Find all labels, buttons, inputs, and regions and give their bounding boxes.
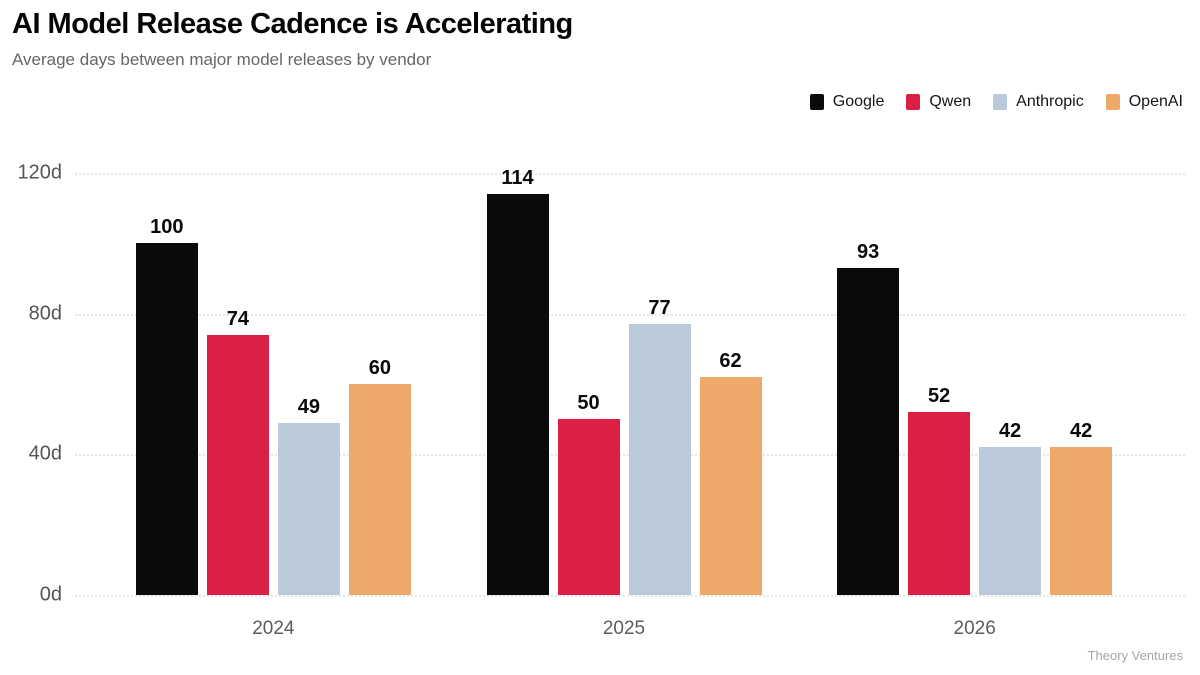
bar-value-label: 49 — [297, 395, 320, 418]
bar-value-label: 60 — [368, 357, 391, 379]
gridline-120d — [75, 173, 1185, 175]
bar-group-2026: 93 52 42 42 — [799, 173, 1150, 595]
y-tick-label: 120d — [17, 161, 63, 184]
bar-value-label: 62 — [719, 349, 742, 372]
bar-openai-2024 — [348, 384, 411, 595]
bar-wrap-openai-2026: 42 — [1050, 420, 1113, 595]
y-axis: 0d 40d 80d 120d — [0, 162, 63, 606]
bar-wrap-qwen-2024: 74 — [206, 307, 269, 595]
bar-qwen-2024 — [206, 334, 269, 595]
bar-value-label: 100 — [150, 216, 184, 239]
bar-wrap-anthropic-2025: 77 — [628, 297, 691, 595]
bar-wrap-qwen-2025: 50 — [557, 392, 620, 595]
chart-subtitle: Average days between major model release… — [12, 50, 432, 69]
y-tick-label: 80d — [28, 302, 62, 325]
bar-google-2025 — [486, 194, 549, 595]
legend: Google Qwen Anthropic OpenAI — [809, 91, 1183, 113]
y-tick-label: 0d — [39, 583, 62, 606]
bar-qwen-2025 — [557, 419, 620, 595]
bar-google-2024 — [135, 243, 198, 595]
legend-label: OpenAI — [1128, 93, 1183, 110]
bar-wrap-openai-2025: 62 — [699, 349, 762, 595]
legend-swatch-google — [809, 94, 824, 110]
bar-wrap-google-2024: 100 — [135, 216, 198, 595]
bar-value-label: 93 — [857, 240, 880, 263]
bar-openai-2026 — [1050, 447, 1113, 595]
legend-item-openai: OpenAI — [1105, 93, 1183, 111]
bar-wrap-anthropic-2024: 49 — [277, 395, 340, 595]
legend-swatch-anthropic — [993, 94, 1008, 110]
legend-label: Anthropic — [1016, 93, 1084, 110]
bar-value-label: 50 — [577, 392, 600, 415]
legend-label: Google — [832, 93, 885, 110]
gridline-0d — [75, 595, 1185, 597]
bar-google-2026 — [837, 267, 900, 595]
bar-wrap-google-2025: 114 — [486, 167, 549, 595]
bar-group-2025: 114 50 77 62 — [449, 168, 800, 595]
y-tick-label: 40d — [28, 442, 62, 465]
bar-groups: 100 74 49 60 114 50 77 62 93 52 42 42 — [98, 168, 1150, 595]
bar-anthropic-2026 — [979, 447, 1042, 595]
legend-swatch-qwen — [906, 94, 921, 110]
source-credit: Theory Ventures — [1087, 648, 1183, 663]
legend-swatch-openai — [1105, 94, 1120, 110]
bar-group-2024: 100 74 49 60 — [98, 173, 449, 595]
bar-anthropic-2025 — [628, 324, 691, 595]
x-tick-label-2026: 2026 — [953, 618, 996, 639]
legend-item-anthropic: Anthropic — [993, 93, 1084, 111]
x-axis: 2024 2025 2026 — [98, 618, 1150, 640]
chart-title: AI Model Release Cadence is Accelerating — [12, 8, 573, 40]
gridline-80d — [75, 313, 1185, 316]
legend-label: Qwen — [929, 93, 972, 110]
bar-wrap-qwen-2026: 52 — [908, 385, 971, 595]
legend-item-google: Google — [809, 93, 885, 111]
legend-item-qwen: Qwen — [906, 93, 971, 111]
x-tick-label-2024: 2024 — [252, 618, 295, 639]
bar-wrap-google-2026: 93 — [837, 240, 900, 595]
bar-value-label: 74 — [226, 307, 249, 330]
bar-openai-2025 — [699, 376, 762, 595]
x-tick-label-2025: 2025 — [602, 618, 646, 639]
bar-value-label: 42 — [999, 420, 1022, 443]
bar-wrap-anthropic-2026: 42 — [979, 420, 1042, 595]
bar-wrap-openai-2024: 60 — [348, 357, 411, 595]
bar-value-label: 52 — [928, 385, 951, 408]
bar-anthropic-2024 — [277, 422, 340, 595]
bar-value-label: 77 — [648, 297, 671, 320]
bar-value-label: 42 — [1070, 420, 1093, 443]
bar-value-label: 114 — [501, 167, 534, 190]
bar-qwen-2026 — [908, 412, 971, 595]
